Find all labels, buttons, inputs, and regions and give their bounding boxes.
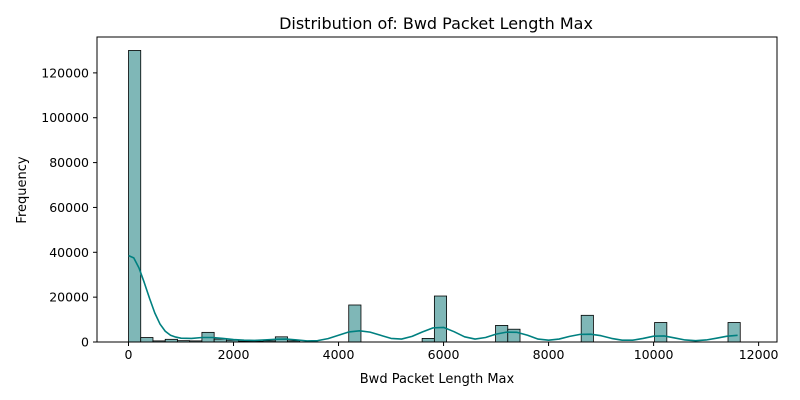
histogram-bar (507, 328, 521, 343)
y-tick-label: 0 (81, 335, 89, 350)
histogram-bar (433, 295, 448, 343)
chart-title: Distribution of: Bwd Packet Length Max (279, 14, 593, 33)
y-tick-label: 100000 (41, 110, 89, 125)
histogram-bar (348, 304, 362, 343)
x-tick-label: 6000 (428, 347, 460, 362)
y-tick-label: 20000 (49, 290, 89, 305)
y-axis-label: Frequency (15, 156, 30, 223)
y-tick-label: 40000 (49, 245, 89, 260)
y-tick-label: 80000 (49, 155, 89, 170)
x-tick-label: 0 (125, 347, 133, 362)
kde-curve (128, 254, 738, 342)
x-axis-label: Bwd Packet Length Max (360, 372, 515, 387)
y-tick-label: 60000 (49, 200, 89, 215)
x-axis: 0 2000 4000 6000 8000 10000 12000 (125, 342, 779, 362)
histogram-bar (727, 322, 741, 343)
y-axis: 0 20000 40000 60000 80000 100000 120000 (41, 65, 97, 350)
x-tick-label: 8000 (533, 347, 565, 362)
y-tick-label: 120000 (41, 65, 89, 80)
histogram-bar (580, 314, 594, 343)
histogram-bar (128, 50, 142, 343)
histogram-bar (140, 337, 154, 343)
plot-frame (96, 36, 778, 343)
x-tick-label: 12000 (739, 347, 779, 362)
x-tick-label: 4000 (323, 347, 355, 362)
histogram-bar (421, 338, 435, 343)
x-tick-label: 2000 (218, 347, 250, 362)
histogram-bar (654, 322, 668, 343)
x-tick-label: 10000 (634, 347, 674, 362)
plot-area (128, 50, 741, 343)
